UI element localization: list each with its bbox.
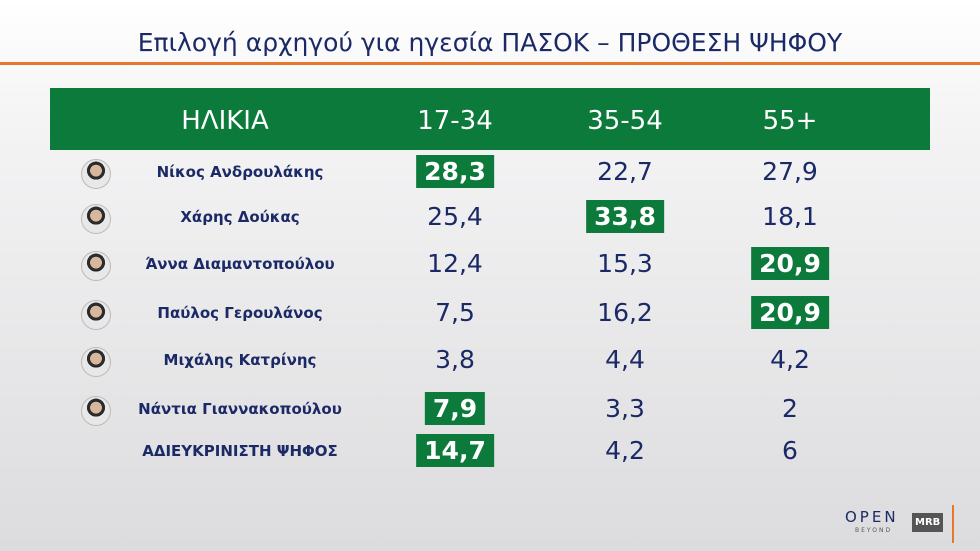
cell: 6 [782, 436, 798, 465]
cell: 20,9 [751, 247, 829, 280]
cell: 4,2 [605, 436, 645, 465]
cell: 27,9 [762, 157, 818, 186]
name: Χάρης Δούκας [180, 208, 300, 226]
cell: 16,2 [597, 298, 653, 327]
column-header: 55+ [762, 106, 818, 136]
cell: 3,3 [605, 394, 645, 423]
name: Μιχάλης Κατρίνης [163, 351, 317, 369]
avatar [81, 251, 111, 281]
cell: 15,3 [597, 249, 653, 278]
logo-subtitle: BEYOND [855, 527, 893, 534]
cell: 7,9 [424, 392, 486, 425]
name: Άννα Διαμαντοπούλου [145, 255, 335, 273]
cell: 28,3 [416, 155, 494, 188]
cell: 18,1 [762, 202, 818, 231]
cell: 12,4 [427, 249, 483, 278]
source-logo: MRB [912, 513, 944, 532]
cell: 14,7 [416, 434, 494, 467]
accent-bar [952, 505, 954, 543]
table-row: Παύλος Γερουλάνος 7,5 16,2 20,9 [0, 294, 980, 334]
name: Παύλος Γερουλάνος [157, 304, 323, 322]
name: ΑΔΙΕΥΚΡΙΝΙΣΤΗ ΨΗΦΟΣ [142, 442, 338, 460]
cell: 25,4 [427, 202, 483, 231]
cell: 4,4 [605, 345, 645, 374]
table-header: ΗΛΙΚΙΑ 17-34 35-54 55+ [50, 88, 930, 150]
cell: 7,5 [435, 298, 475, 327]
title: Επιλογή αρχηγού για ηγεσία ΠΑΣΟΚ – ΠΡΟΘΕ… [137, 28, 843, 57]
table-row: ΑΔΙΕΥΚΡΙΝΙΣΤΗ ΨΗΦΟΣ 14,7 4,2 6 [0, 432, 980, 472]
avatar [81, 204, 111, 234]
column-header: ΗΛΙΚΙΑ [181, 106, 269, 136]
avatar [81, 396, 111, 426]
cell: 22,7 [597, 157, 653, 186]
cell: 20,9 [751, 296, 829, 329]
table-row: Μιχάλης Κατρίνης 3,8 4,4 4,2 [0, 341, 980, 381]
name: Νάντια Γιαννακοπούλου [138, 400, 342, 418]
column-header: 17-34 [417, 106, 493, 136]
table-row: Νίκος Ανδρουλάκης 28,3 22,7 27,9 [0, 153, 980, 193]
divider [0, 62, 980, 65]
table-row: Άννα Διαμαντοπούλου 12,4 15,3 20,9 [0, 245, 980, 285]
table-row: Χάρης Δούκας 25,4 33,8 18,1 [0, 198, 980, 238]
cell: 33,8 [586, 200, 664, 233]
logo: OPEN [845, 508, 899, 526]
avatar [81, 159, 111, 189]
cell: 2 [782, 394, 798, 423]
name: Νίκος Ανδρουλάκης [156, 163, 324, 181]
avatar [81, 347, 111, 377]
table-row: Νάντια Γιαννακοπούλου 7,9 3,3 2 [0, 390, 980, 430]
cell: 3,8 [435, 345, 475, 374]
cell: 4,2 [770, 345, 810, 374]
avatar [81, 300, 111, 330]
column-header: 35-54 [587, 106, 663, 136]
